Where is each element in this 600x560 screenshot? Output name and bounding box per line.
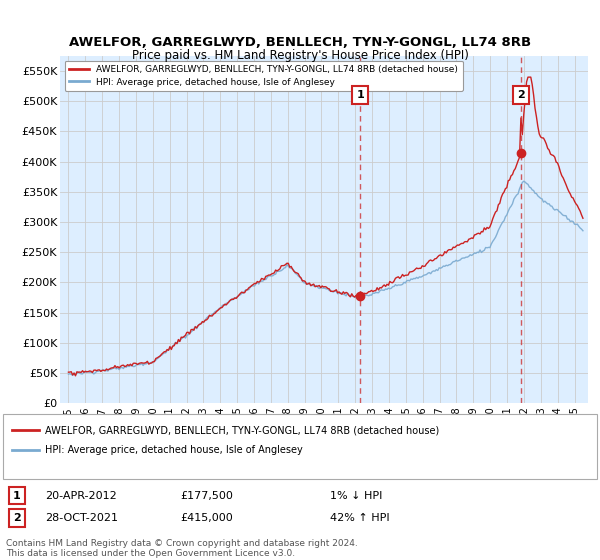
- Text: 20-APR-2012: 20-APR-2012: [45, 491, 117, 501]
- Text: £415,000: £415,000: [180, 513, 233, 523]
- Text: 28-OCT-2021: 28-OCT-2021: [45, 513, 118, 523]
- Text: HPI: Average price, detached house, Isle of Anglesey: HPI: Average price, detached house, Isle…: [45, 445, 303, 455]
- Text: Contains HM Land Registry data © Crown copyright and database right 2024.
This d: Contains HM Land Registry data © Crown c…: [6, 539, 358, 558]
- Text: 2: 2: [13, 513, 20, 523]
- Text: 42% ↑ HPI: 42% ↑ HPI: [330, 513, 389, 523]
- Text: AWELFOR, GARREGLWYD, BENLLECH, TYN-Y-GONGL, LL74 8RB (detached house): AWELFOR, GARREGLWYD, BENLLECH, TYN-Y-GON…: [45, 425, 439, 435]
- Text: 1% ↓ HPI: 1% ↓ HPI: [330, 491, 382, 501]
- Text: Price paid vs. HM Land Registry's House Price Index (HPI): Price paid vs. HM Land Registry's House …: [131, 49, 469, 62]
- Text: 1: 1: [13, 491, 20, 501]
- Text: AWELFOR, GARREGLWYD, BENLLECH, TYN-Y-GONGL, LL74 8RB: AWELFOR, GARREGLWYD, BENLLECH, TYN-Y-GON…: [69, 36, 531, 49]
- Legend: AWELFOR, GARREGLWYD, BENLLECH, TYN-Y-GONGL, LL74 8RB (detached house), HPI: Aver: AWELFOR, GARREGLWYD, BENLLECH, TYN-Y-GON…: [65, 60, 463, 91]
- Text: 1: 1: [356, 90, 364, 100]
- Text: 2: 2: [517, 90, 525, 100]
- Text: £177,500: £177,500: [180, 491, 233, 501]
